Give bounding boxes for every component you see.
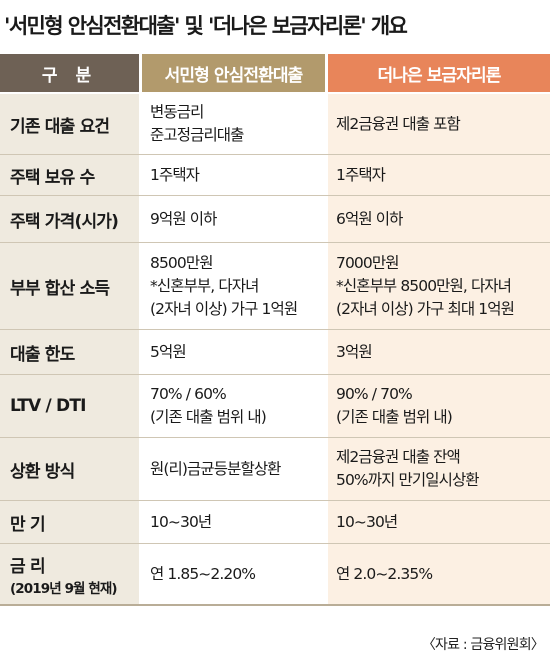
- cell-bogeumjari: 10~30년: [328, 501, 550, 543]
- table-row: 주택 가격(시가) 9억원 이하 6억원 이하: [0, 196, 550, 243]
- cell-anshim: 5억원: [142, 330, 328, 374]
- header-bogeumjari-loan: 더나은 보금자리론: [328, 54, 550, 92]
- cell-line: 90% / 70%: [336, 385, 413, 403]
- cell-line: 연 1.85~2.20%: [150, 564, 256, 583]
- cell-line: 8500만원: [150, 253, 213, 272]
- cell-bogeumjari: 연 2.0~2.35%: [328, 544, 550, 604]
- cell-bogeumjari: 1주택자: [328, 155, 550, 195]
- cell-line: 3억원: [336, 342, 373, 361]
- cell-anshim: 70% / 60% (기존 대출 범위 내): [142, 375, 328, 437]
- cell-line: 9억원 이하: [150, 209, 217, 228]
- cell-line: 10~30년: [336, 512, 398, 531]
- cell-anshim: 9억원 이하: [142, 196, 328, 242]
- row-label-main: 금 리: [10, 556, 46, 577]
- cell-anshim: 1주택자: [142, 155, 328, 195]
- row-label: 상환 방식: [0, 438, 142, 500]
- cell-line: 제2금융권 대출 포함: [336, 114, 461, 133]
- cell-anshim: 원(리)금균등분할상환: [142, 438, 328, 500]
- row-label: 대출 한도: [0, 330, 142, 374]
- table-row: 부부 합산 소득 8500만원 *신혼부부, 다자녀 (2자녀 이상) 가구 1…: [0, 243, 550, 330]
- cell-anshim: 10~30년: [142, 501, 328, 543]
- cell-line: *신혼부부, 다자녀: [150, 276, 259, 295]
- table-row: 상환 방식 원(리)금균등분할상환 제2금융권 대출 잔액 50%까지 만기일시…: [0, 438, 550, 501]
- table-row: 만 기 10~30년 10~30년: [0, 501, 550, 544]
- cell-anshim: 변동금리 준고정금리대출: [142, 94, 328, 154]
- cell-bogeumjari: 제2금융권 대출 포함: [328, 94, 550, 154]
- table-header: 구 분 서민형 안심전환대출 더나은 보금자리론: [0, 54, 550, 92]
- header-anshim-loan: 서민형 안심전환대출: [142, 54, 328, 92]
- cell-bogeumjari: 3억원: [328, 330, 550, 374]
- cell-line: *신혼부부 8500만원, 다자녀: [336, 276, 512, 295]
- cell-line: 변동금리: [150, 103, 204, 121]
- cell-line: 70% / 60%: [150, 385, 227, 403]
- row-label: 주택 보유 수: [0, 155, 142, 195]
- row-label-note: (2019년 9월 현재): [10, 580, 118, 597]
- cell-line: 1주택자: [150, 165, 200, 184]
- table-row: 대출 한도 5억원 3억원: [0, 330, 550, 375]
- cell-line: 7000만원: [336, 253, 399, 272]
- cell-line: (2자녀 이상) 가구 최대 1억원: [336, 299, 515, 318]
- row-label: 주택 가격(시가): [0, 196, 142, 242]
- row-label: 기존 대출 요건: [0, 94, 142, 154]
- cell-line: 준고정금리대출: [150, 126, 244, 144]
- cell-line: 1주택자: [336, 165, 386, 184]
- row-label: 금 리 (2019년 9월 현재): [0, 544, 142, 604]
- table-row: LTV / DTI 70% / 60% (기존 대출 범위 내) 90% / 7…: [0, 375, 550, 438]
- cell-line: 50%까지 만기일시상환: [336, 471, 480, 489]
- cell-bogeumjari: 7000만원 *신혼부부 8500만원, 다자녀 (2자녀 이상) 가구 최대 …: [328, 243, 550, 329]
- cell-line: 제2금융권 대출 잔액: [336, 448, 461, 466]
- row-label: 부부 합산 소득: [0, 243, 142, 329]
- cell-anshim: 8500만원 *신혼부부, 다자녀 (2자녀 이상) 가구 1억원: [142, 243, 328, 329]
- page-title: '서민형 안심전환대출' 및 '더나은 보금자리론' 개요: [4, 14, 408, 38]
- row-label: LTV / DTI: [0, 375, 142, 437]
- cell-anshim: 연 1.85~2.20%: [142, 544, 328, 604]
- table-row: 주택 보유 수 1주택자 1주택자: [0, 155, 550, 196]
- cell-bogeumjari: 6억원 이하: [328, 196, 550, 242]
- cell-bogeumjari: 90% / 70% (기존 대출 범위 내): [328, 375, 550, 437]
- cell-line: 원(리)금균등분할상환: [150, 459, 281, 478]
- header-category: 구 분: [0, 54, 142, 92]
- comparison-table: 구 분 서민형 안심전환대출 더나은 보금자리론 기존 대출 요건 변동금리 준…: [0, 54, 550, 606]
- row-label: 만 기: [0, 501, 142, 543]
- table-row: 금 리 (2019년 9월 현재) 연 1.85~2.20% 연 2.0~2.3…: [0, 544, 550, 606]
- source-note: 〈자료 : 금융위원회〉: [421, 637, 545, 653]
- cell-line: 5억원: [150, 342, 187, 361]
- cell-line: (기존 대출 범위 내): [150, 408, 267, 426]
- cell-line: 연 2.0~2.35%: [336, 564, 433, 583]
- table-row: 기존 대출 요건 변동금리 준고정금리대출 제2금융권 대출 포함: [0, 94, 550, 155]
- cell-line: 10~30년: [150, 512, 212, 531]
- cell-line: (기존 대출 범위 내): [336, 408, 453, 426]
- cell-bogeumjari: 제2금융권 대출 잔액 50%까지 만기일시상환: [328, 438, 550, 500]
- cell-line: (2자녀 이상) 가구 1억원: [150, 299, 298, 318]
- cell-line: 6억원 이하: [336, 209, 403, 228]
